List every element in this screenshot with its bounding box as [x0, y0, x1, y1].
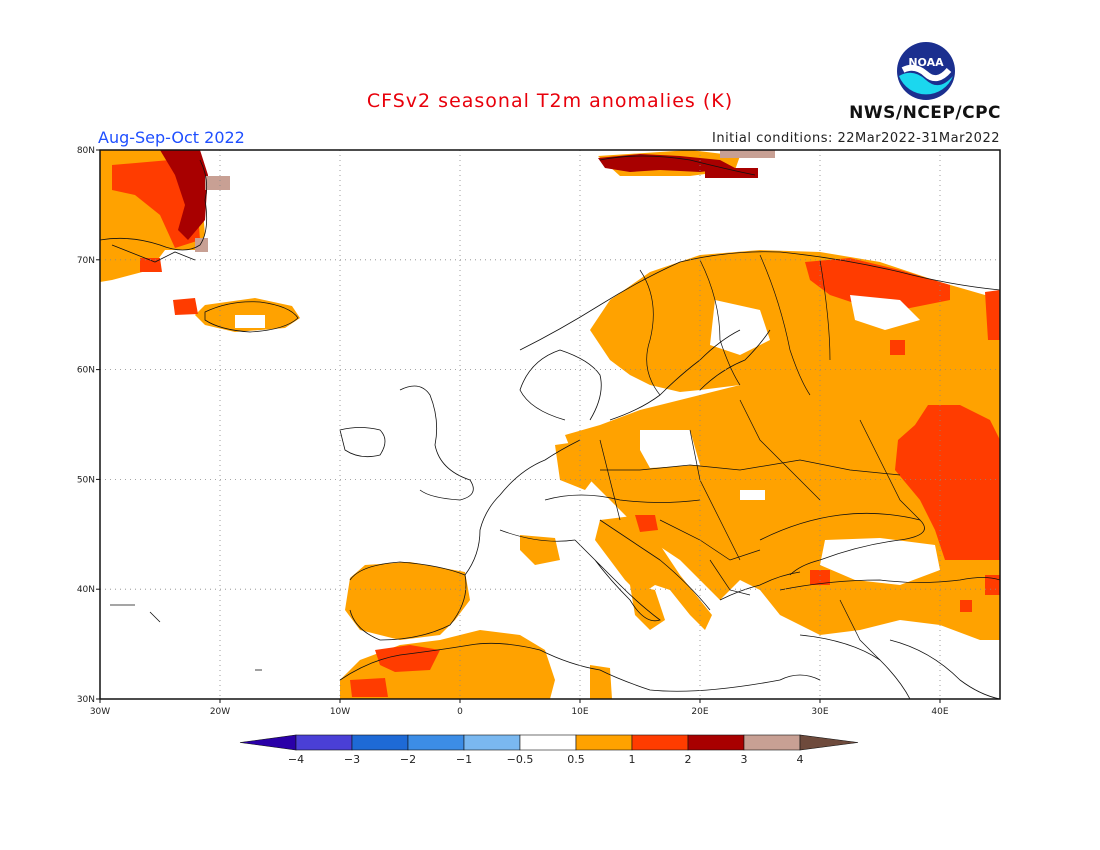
lat-tick-label: 50N — [77, 475, 95, 485]
country-borders — [499, 254, 921, 661]
legend-swatch — [351, 734, 409, 751]
legend-swatch — [743, 734, 801, 751]
anomaly-shading-white — [235, 295, 940, 585]
legend-label: 0.5 — [567, 753, 585, 766]
legend-swatch — [295, 734, 353, 751]
lon-tick-label: 10E — [571, 707, 588, 717]
lat-tick-label: 40N — [77, 585, 95, 595]
initial-conditions-label: Initial conditions: 22Mar2022-31Mar2022 — [712, 131, 1000, 146]
longitude-ticks: 30W 20W 10W 0 10E 20E 30E 40E — [90, 699, 949, 717]
lon-tick-label: 10W — [330, 707, 350, 717]
anomaly-shading-tan — [195, 150, 775, 252]
anomaly-shading-red — [112, 160, 1000, 697]
legend-label: 3 — [741, 753, 748, 766]
lon-tick-label: 0 — [457, 707, 463, 717]
lat-tick-label: 60N — [77, 366, 95, 376]
anomaly-shading-darkred — [160, 150, 758, 240]
season-label: Aug-Sep-Oct 2022 — [98, 128, 245, 147]
legend-label: 4 — [797, 753, 804, 766]
legend-label: −1 — [456, 753, 472, 766]
noaa-logo-text: NOAA — [908, 56, 944, 69]
latitude-ticks: 30N 40N 50N 60N 70N 80N — [77, 146, 100, 705]
lat-tick-label: 30N — [77, 695, 95, 705]
color-legend: −4 −3 −2 −1 −0.5 0.5 1 2 3 4 — [239, 734, 859, 766]
graticule — [100, 150, 1000, 699]
legend-arrow-high — [799, 734, 859, 751]
lon-tick-label: 30E — [811, 707, 828, 717]
map-frame — [99, 149, 1001, 700]
legend-arrow-low — [239, 734, 297, 751]
legend-label: −4 — [288, 753, 304, 766]
legend-swatch — [575, 734, 633, 751]
legend-label: −0.5 — [507, 753, 534, 766]
legend-label: −2 — [400, 753, 416, 766]
legend-swatch — [631, 734, 689, 751]
legend-label: 2 — [685, 753, 692, 766]
legend-swatch — [407, 734, 465, 751]
noaa-logo: NOAA — [897, 42, 955, 100]
legend-label: −3 — [344, 753, 360, 766]
legend-swatch — [519, 734, 577, 751]
chart-title: CFSv2 seasonal T2m anomalies (K) — [366, 90, 734, 112]
lat-tick-label: 80N — [77, 146, 95, 156]
lon-tick-label: 30W — [90, 707, 110, 717]
lon-tick-label: 40E — [931, 707, 948, 717]
lat-tick-label: 70N — [77, 256, 95, 266]
lon-tick-label: 20W — [210, 707, 230, 717]
map-area — [100, 150, 1000, 699]
legend-swatch — [687, 734, 745, 751]
lon-tick-label: 20E — [691, 707, 708, 717]
legend-label: 1 — [629, 753, 636, 766]
organization-label: NWS/NCEP/CPC — [849, 103, 1001, 123]
legend-swatch — [463, 734, 521, 751]
